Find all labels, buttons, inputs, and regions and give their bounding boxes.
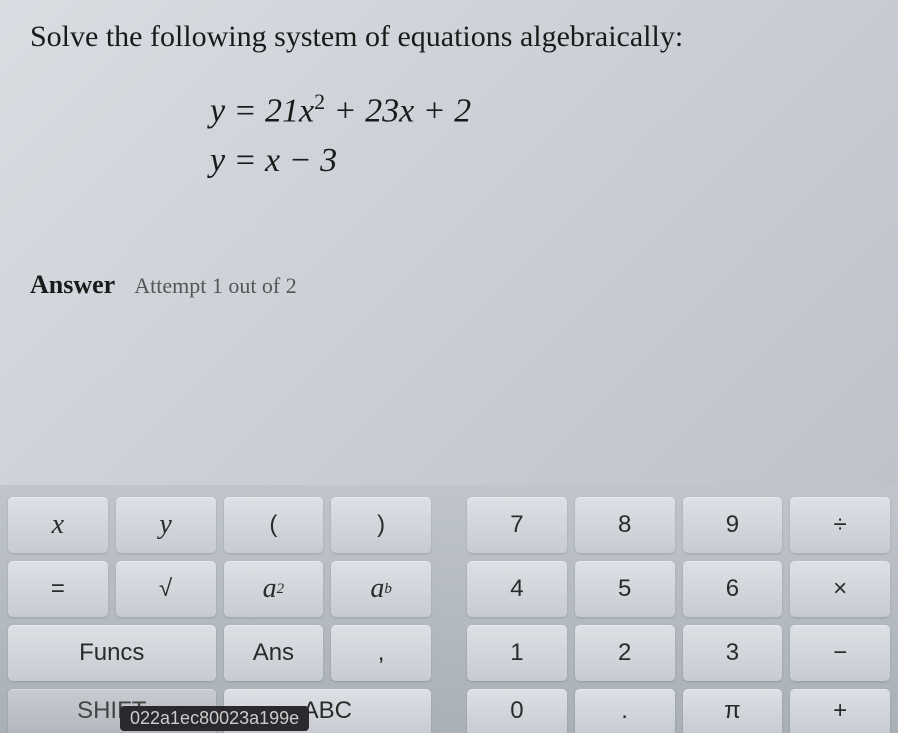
eq2-var: y <box>210 142 225 179</box>
keypad: x y ( ) 7 8 9 ÷ = √ a2 ab 4 5 6 × Funcs … <box>8 497 890 733</box>
eq1-x2: x <box>399 92 414 129</box>
key-a-power-b[interactable]: ab <box>331 561 431 617</box>
eq1-exp: 2 <box>314 89 325 114</box>
key-4[interactable]: 4 <box>467 561 567 617</box>
key-8[interactable]: 8 <box>575 497 675 553</box>
eq1-var: y <box>210 92 225 129</box>
key-2[interactable]: 2 <box>575 625 675 681</box>
key-funcs[interactable]: Funcs <box>8 625 216 681</box>
key-equals[interactable]: = <box>8 561 108 617</box>
equation-2: y = x − 3 <box>210 142 710 180</box>
key-multiply[interactable]: × <box>790 561 890 617</box>
key-6[interactable]: 6 <box>683 561 783 617</box>
key-0[interactable]: 0 <box>467 689 567 733</box>
key-y[interactable]: y <box>116 497 216 553</box>
keypad-container: x y ( ) 7 8 9 ÷ = √ a2 ab 4 5 6 × Funcs … <box>0 485 898 733</box>
key-a-squared[interactable]: a2 <box>224 561 324 617</box>
question-text: Solve the following system of equations … <box>30 20 868 54</box>
answer-label: Answer <box>30 270 115 299</box>
key-9[interactable]: 9 <box>683 497 783 553</box>
key-plus[interactable]: + <box>790 689 890 733</box>
key-x[interactable]: x <box>8 497 108 553</box>
key-comma[interactable]: , <box>331 625 431 681</box>
attempt-text: Attempt 1 out of 2 <box>134 273 297 298</box>
key-1[interactable]: 1 <box>467 625 567 681</box>
key-7[interactable]: 7 <box>467 497 567 553</box>
answer-header: Answer Attempt 1 out of 2 <box>0 260 898 310</box>
key-minus[interactable]: − <box>790 625 890 681</box>
eq1-x: x <box>299 92 314 129</box>
key-pi[interactable]: π <box>683 689 783 733</box>
key-3[interactable]: 3 <box>683 625 783 681</box>
key-5[interactable]: 5 <box>575 561 675 617</box>
watermark: 022a1ec80023a199e <box>120 706 309 731</box>
equations-block: y = 21x2 + 23x + 2 y = x − 3 <box>210 89 710 180</box>
key-divide[interactable]: ÷ <box>790 497 890 553</box>
key-close-paren[interactable]: ) <box>331 497 431 553</box>
key-sqrt[interactable]: √ <box>116 561 216 617</box>
eq2-x: x <box>265 142 280 179</box>
key-open-paren[interactable]: ( <box>224 497 324 553</box>
key-decimal[interactable]: . <box>575 689 675 733</box>
key-ans[interactable]: Ans <box>224 625 324 681</box>
equation-1: y = 21x2 + 23x + 2 <box>210 89 710 130</box>
problem-area: Solve the following system of equations … <box>0 0 898 230</box>
